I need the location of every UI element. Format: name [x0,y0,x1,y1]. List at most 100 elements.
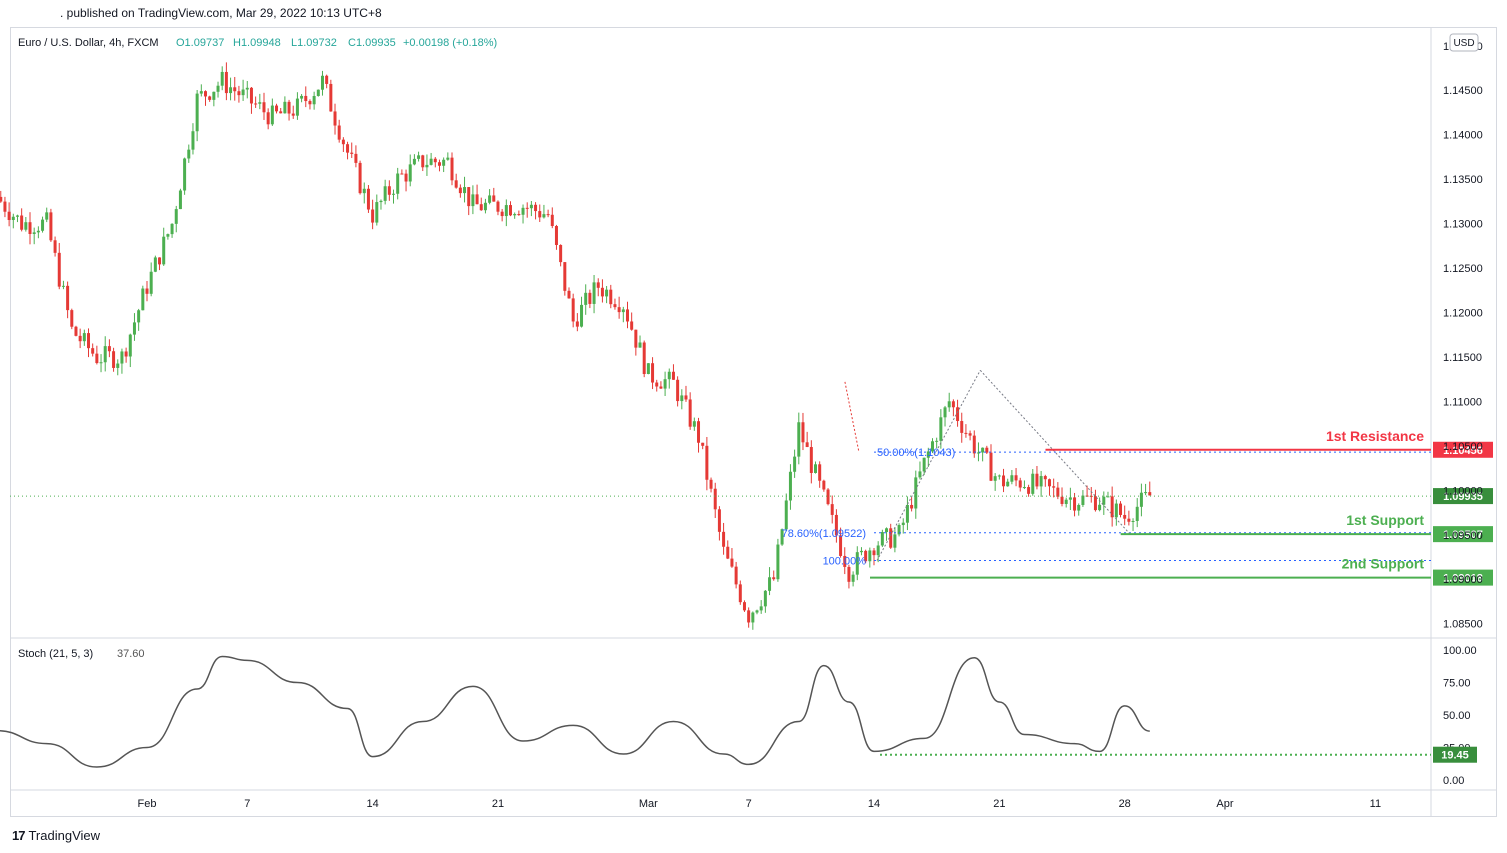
candle-body [734,566,738,585]
candle-body [705,445,709,480]
candle-body [797,422,801,457]
legend-open: O1.09737 [176,37,224,49]
fib-level-label: 100.00% [823,556,867,568]
candle-body [676,379,680,402]
candle-body [763,590,767,607]
candle-body [843,555,847,567]
candle-body [964,432,968,434]
candle-body [926,451,930,458]
candle-body [671,371,675,380]
candle-body [375,202,379,223]
candle-body [325,75,329,84]
price-tick-label: 1.14500 [1443,85,1483,97]
candle-body [379,200,383,203]
candle-body [805,442,809,448]
candle-body [350,152,354,154]
legend-close: C1.09935 [348,37,396,49]
current-price-label: 1.09935 [1443,491,1483,503]
candle-body [947,401,951,408]
candle-body [187,149,191,159]
candle-body [3,201,7,212]
price-tick-label: 1.08500 [1443,619,1483,631]
tradingview-logo-text: TradingView [28,828,101,843]
candle-body [575,321,579,327]
candle-body [41,219,45,231]
candle-body [396,173,400,194]
candle-body [713,488,717,510]
sr-price-tag [1433,441,1493,458]
sr-level-label: 1st Support [1346,512,1424,528]
candle-body [701,442,705,446]
candle-body [362,188,366,194]
candle-body [1139,492,1143,507]
candle-body [755,610,759,613]
candle-body [818,464,822,481]
candle-body [897,525,901,535]
candle-body [74,326,78,336]
candle-body [956,407,960,422]
candle-body [262,102,266,113]
candle-body [32,232,36,234]
candle-body [517,214,521,216]
currency-button-label[interactable]: USD [1453,38,1474,49]
candle-body [337,125,341,140]
tradingview-logo[interactable]: 17 TradingView [12,828,100,843]
candle-body [229,87,233,94]
candle-body [450,157,454,181]
candle-body [989,452,993,481]
candle-body [901,522,905,526]
legend-high: H1.09948 [233,37,281,49]
candle-body [216,85,220,92]
candle-body [592,282,596,304]
candle-body [1098,504,1102,511]
fib-level-label: 78.60%(1.09522) [782,528,866,540]
candle-body [981,447,985,453]
candle-body [1119,503,1123,515]
candle-body [421,155,425,168]
candle-body [429,158,433,165]
stoch-title[interactable]: Stoch (21, 5, 3) [18,648,93,660]
candle-body [634,329,638,348]
candle-body [1073,497,1077,511]
symbol-legend[interactable]: Euro / U.S. Dollar, 4h, FXCM [18,37,159,49]
candle-body [684,395,688,400]
candle-body [496,201,500,212]
candle-body [930,441,934,452]
candle-body [914,477,918,509]
candle-body [550,214,554,227]
candle-body [939,417,943,441]
candle-body [709,479,713,489]
candle-body [960,421,964,433]
time-tick-label: 21 [492,798,504,810]
candle-body [747,610,751,623]
candle-body [859,550,863,553]
candle-body [809,447,813,473]
candle-body [513,214,517,216]
candle-body [458,187,462,194]
candle-body [893,534,897,548]
candle-body [287,101,291,114]
time-tick-label: 7 [746,798,752,810]
sr-level-label: 2nd Support [1342,556,1425,572]
candle-body [910,504,914,509]
candle-body [509,205,512,216]
price-axis[interactable]: 1.150001.145001.140001.135001.130001.125… [1443,41,1483,631]
trend-line [844,381,860,453]
candle-body [241,89,245,96]
candle-body [1102,496,1106,505]
currency-button[interactable] [1449,33,1479,52]
time-axis[interactable]: Feb 7 14 21 Mar 7 14 21 28 Apr 11 [138,798,1382,810]
time-tick-label: Feb [138,798,157,810]
sr-price-tag [1433,569,1493,586]
candle-body [245,87,249,90]
candle-body [28,222,32,234]
candle-body [116,363,120,368]
candle-body [972,435,976,454]
stoch-tick-label: 0.00 [1443,775,1464,787]
candle-body [563,262,567,291]
candle-body [617,307,621,313]
candle-body [997,475,1001,477]
candle-body [880,532,884,546]
